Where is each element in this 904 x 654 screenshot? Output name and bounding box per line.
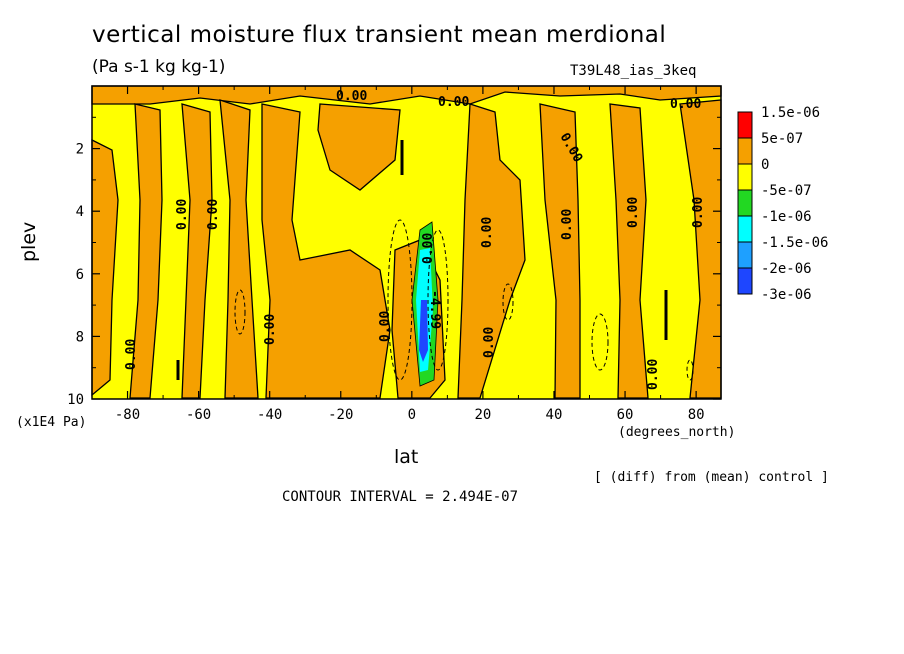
contour-label: 0.00 (691, 197, 706, 228)
x-tick-label: -20 (328, 407, 353, 423)
contour-label: 0.00 (482, 327, 497, 358)
orange-region-north-b (539, 103, 581, 399)
x-axis-unit: (degrees_north) (618, 425, 736, 440)
orange-region-top (91, 85, 722, 105)
contour-label: 0.00 (378, 311, 393, 342)
colorbar-swatch (737, 215, 753, 243)
diff-note: [ (diff) from (mean) control ] (594, 470, 829, 485)
colorbar-label: 1.5e-06 (761, 105, 820, 121)
contour-interval-note: CONTOUR INTERVAL = 2.494E-07 (282, 489, 519, 505)
contour-label: 0.00 (560, 209, 575, 240)
dashed-contour (387, 219, 413, 381)
thick-contours (176, 140, 668, 380)
orange-region-north-c (609, 103, 649, 399)
contour-label: 0.00 (438, 95, 469, 110)
contour-label: 0.00 (480, 217, 495, 248)
dashed-contour (591, 313, 609, 371)
contour-label: 0.00 (646, 359, 661, 390)
y-ticks: 2 4 6 8 10 (67, 116, 721, 408)
contour-label: 0.00 (263, 314, 278, 345)
orange-region-upper-mid (317, 103, 401, 191)
dashed-contours (234, 219, 694, 381)
dashed-contour (502, 283, 514, 321)
orange-region-south-mid (219, 99, 259, 399)
colorbar-swatch (737, 241, 753, 269)
colorbar-label: -5e-07 (761, 183, 812, 199)
x-tick-label: -60 (186, 407, 211, 423)
x-axis-label: lat (394, 446, 419, 468)
contour-label: -4.99 (427, 290, 442, 329)
colorbar-swatch (737, 111, 753, 139)
x-tick-label: -80 (115, 407, 140, 423)
colorbar: 1.5e-06 5e-07 0 -5e-07 -1e-06 -1.5e-06 -2e-06 -… (737, 105, 828, 303)
contour-label: 0.00 (421, 233, 436, 264)
contour-label: 0.00 (626, 197, 641, 228)
colorbar-swatch (737, 163, 753, 191)
chart-units: (Pa s-1 kg kg-1) (92, 57, 226, 77)
contour-label: 0.00 (670, 97, 701, 112)
x-tick-label: 60 (617, 407, 634, 423)
orange-region-north-a (457, 103, 526, 399)
colorbar-swatch (737, 189, 753, 217)
dashed-contour (427, 229, 449, 371)
orange-region-south-b (181, 103, 213, 399)
colorbar-swatch (737, 137, 753, 165)
blue-region (419, 300, 428, 362)
contour-label: 0.00 (336, 89, 367, 104)
x-tick-label: 20 (474, 407, 491, 423)
plot-area: 0.00 0.00 0.00 0.00 0.00 0.00 0.00 0.00 … (67, 85, 722, 423)
x-tick-label: 40 (546, 407, 563, 423)
colorbar-label: -3e-06 (761, 287, 812, 303)
dashed-contour (234, 289, 246, 335)
y-tick-label: 4 (76, 204, 84, 220)
y-tick-label: 6 (76, 267, 84, 283)
contour-label: 0.00 (206, 199, 221, 230)
colorbar-label: -1.5e-06 (761, 235, 828, 251)
colorbar-swatch (737, 267, 753, 295)
x-tick-label: 80 (688, 407, 705, 423)
y-tick-label: 10 (67, 392, 84, 408)
dashed-contour (686, 359, 694, 381)
orange-region-south-a (129, 103, 163, 399)
positive-regions (91, 85, 722, 399)
x-tick-label: 0 (408, 407, 416, 423)
colorbar-label: 5e-07 (761, 131, 803, 147)
contour-label: 0.00 (175, 199, 190, 230)
colorbar-label: -1e-06 (761, 209, 812, 225)
run-label: T39L48_ias_3keq (570, 63, 697, 79)
contour-label: 0.00 (124, 339, 139, 370)
x-tick-label: -40 (257, 407, 282, 423)
x-ticks: -80 -60 -40 -20 0 20 40 60 80 (115, 86, 705, 423)
contour-labels: 0.00 0.00 0.00 0.00 0.00 0.00 0.00 0.00 … (124, 89, 706, 390)
colorbar-label: -2e-06 (761, 261, 812, 277)
chart-title: vertical moisture flux transient mean me… (92, 22, 667, 48)
y-tick-label: 2 (76, 142, 84, 158)
orange-region-central (261, 103, 391, 399)
colorbar-label: 0 (761, 157, 769, 173)
y-tick-label: 8 (76, 329, 84, 345)
y-axis-unit: (x1E4 Pa) (16, 415, 87, 430)
